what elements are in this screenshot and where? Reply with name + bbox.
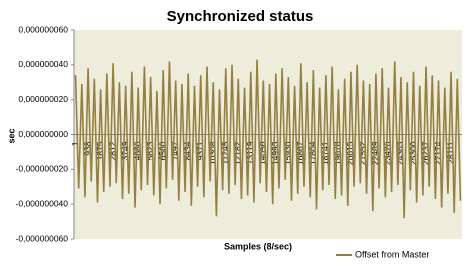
x-tick-label: 27174 bbox=[433, 141, 443, 165]
x-tick-label: 21552 bbox=[358, 141, 368, 165]
x-tick-label: 20615 bbox=[345, 141, 355, 165]
x-tick-label: 938 bbox=[82, 141, 92, 155]
legend-label: Offset from Master bbox=[355, 249, 429, 259]
chart-title: Synchronized status bbox=[167, 8, 314, 25]
x-tick-label: 18741 bbox=[320, 141, 330, 165]
x-tick-label: 4686 bbox=[132, 141, 142, 160]
x-tick-label: 5623 bbox=[145, 141, 155, 160]
x-tick-label: 14056 bbox=[258, 141, 268, 165]
x-tick-label: 2812 bbox=[107, 141, 117, 160]
y-tick-label: 0,000000040 bbox=[18, 59, 68, 69]
y-tick-label: 0,000000060 bbox=[18, 24, 68, 34]
x-tick-label: 12182 bbox=[233, 141, 243, 165]
y-tick-label: 0,000000000 bbox=[18, 129, 68, 139]
x-tick-label: 10308 bbox=[207, 141, 217, 165]
x-tick-label: 1875 bbox=[95, 141, 105, 160]
x-tick-label: 23426 bbox=[383, 141, 393, 165]
x-tick-label: 17804 bbox=[308, 141, 318, 165]
x-tick-label: 14993 bbox=[270, 141, 280, 165]
x-tick-label: 3749 bbox=[120, 141, 130, 160]
x-tick-label: 26237 bbox=[420, 141, 430, 165]
y-tick-label: 0,000000020 bbox=[18, 94, 68, 104]
x-axis-label: Samples (8/sec) bbox=[224, 241, 292, 251]
y-tick-label: -0,000000060 bbox=[16, 233, 69, 243]
y-axis-label: sec bbox=[6, 128, 16, 143]
x-tick-label: 16867 bbox=[295, 141, 305, 165]
x-tick-label: 13119 bbox=[245, 141, 255, 164]
x-tick-label: 28111 bbox=[445, 141, 455, 164]
x-tick-label: 15930 bbox=[283, 141, 293, 165]
y-tick-label: -0,000000020 bbox=[16, 164, 69, 174]
y-tick-label: -0,000000040 bbox=[16, 198, 69, 208]
series-line bbox=[74, 59, 462, 219]
x-tick-label: 22489 bbox=[370, 141, 380, 165]
x-tick-label: 11245 bbox=[220, 141, 230, 164]
x-tick-label: 19678 bbox=[333, 141, 343, 165]
x-tick-label: 7497 bbox=[170, 141, 180, 160]
x-tick-label: 6560 bbox=[157, 141, 167, 160]
x-tick-label: 8434 bbox=[182, 141, 192, 160]
x-tick-label: 25300 bbox=[408, 141, 418, 165]
x-tick-label: 1 bbox=[70, 141, 80, 146]
x-tick-label: 9371 bbox=[195, 141, 205, 160]
x-tick-label: 24363 bbox=[395, 141, 405, 165]
